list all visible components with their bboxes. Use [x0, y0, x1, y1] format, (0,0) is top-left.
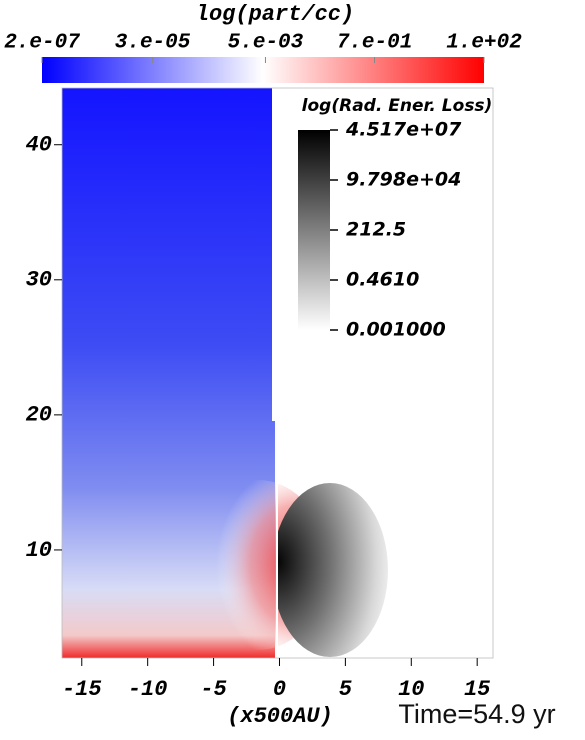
y-tick-label: 30	[26, 268, 52, 293]
time-annotation: Time=54.9 yr	[398, 699, 555, 729]
x-tick-label: 10	[398, 677, 424, 702]
colorbar-tick-label: 5.e-03	[228, 32, 304, 55]
x-tick-label: 5	[339, 677, 352, 702]
colorbar-tick-label: 0.4610	[346, 269, 419, 291]
colorbar-tick-label: 4.517e+07	[345, 119, 462, 141]
x-tick-label: 0	[273, 677, 286, 702]
colorbar	[42, 57, 484, 83]
density-field	[62, 88, 388, 658]
colorbar-title: log(part/cc)	[196, 2, 354, 27]
colorbar-title: log(Rad. Ener. Loss)	[302, 96, 493, 116]
colorbar-tick-label: 2.e-07	[4, 32, 80, 55]
x-tick-label: 15	[464, 677, 490, 702]
x-tick-label: -5	[200, 677, 226, 702]
colorbar-tick-label: 3.e-05	[115, 32, 191, 55]
colorbar-tick-label: 7.e-01	[337, 32, 413, 55]
x-tick-label: -15	[62, 677, 102, 702]
y-tick-label: 40	[26, 133, 52, 158]
colorbar-tick-label: 212.5	[346, 219, 406, 241]
y-tick-label: 20	[26, 403, 52, 428]
colorbar	[298, 130, 330, 330]
x-axis-label: (x500AU)	[227, 704, 333, 729]
colorbar-tick-label: 0.001000	[346, 319, 446, 341]
colorbar-tick-label: 1.e+02	[446, 32, 522, 55]
plot-frame	[61, 87, 494, 659]
colorbar-tick-label: 9.798e+04	[346, 169, 461, 191]
y-tick-label: 10	[26, 538, 52, 563]
x-tick-label: -10	[128, 677, 168, 702]
